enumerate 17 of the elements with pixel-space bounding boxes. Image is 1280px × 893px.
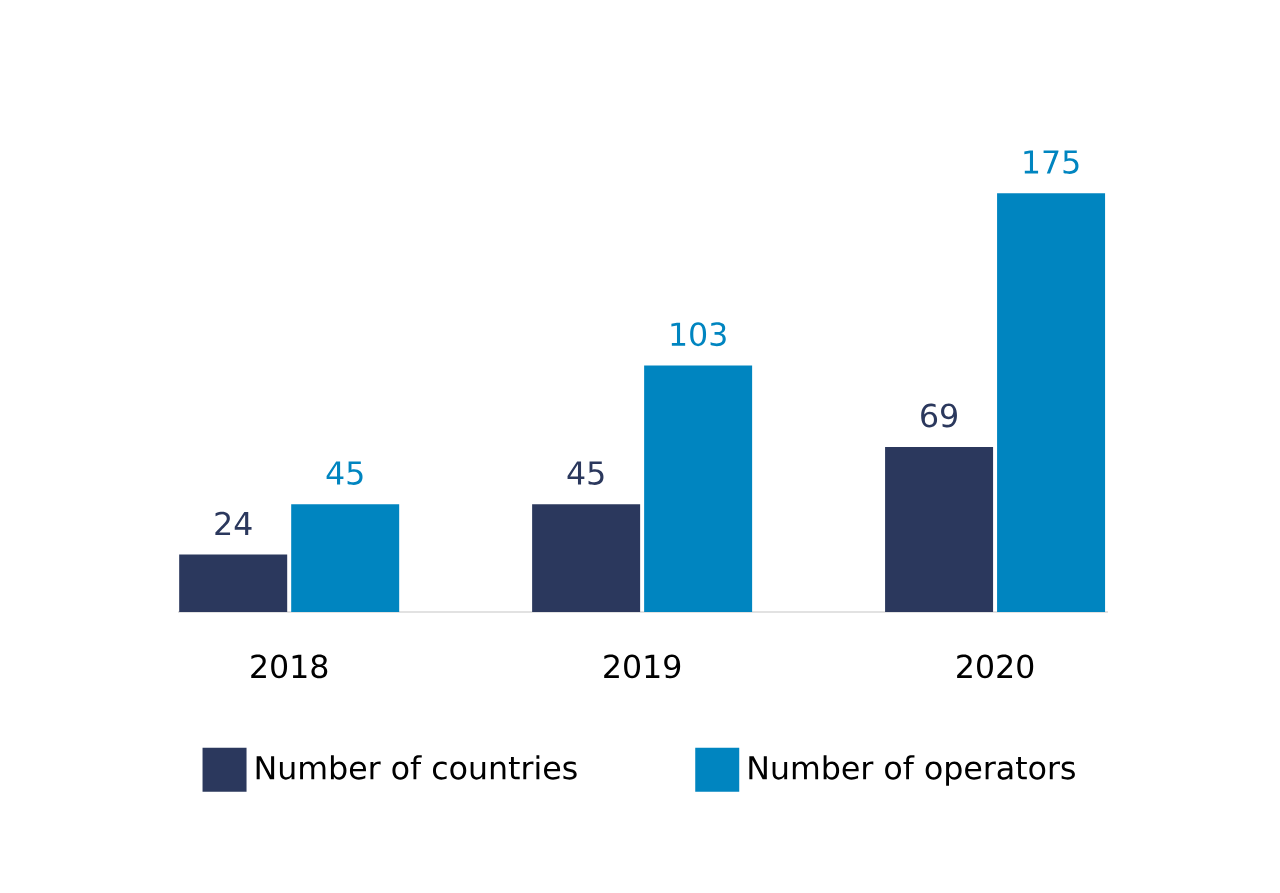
data-label: 103	[671, 322, 726, 347]
bar	[997, 193, 1106, 612]
legend-label: Number of countries	[256, 755, 577, 780]
bar	[885, 446, 994, 612]
data-label: 175	[1024, 150, 1079, 174]
x-tick-label: 2018	[251, 654, 328, 679]
data-label: 24	[215, 511, 252, 536]
data-label: 45	[567, 461, 604, 485]
x-tick-label: 2019	[604, 654, 681, 679]
data-label: 69	[921, 403, 957, 428]
bar	[644, 365, 753, 612]
legend-label: Number of operators	[749, 755, 1075, 786]
bar	[179, 554, 288, 612]
bar	[532, 504, 641, 612]
x-tick-label: 2020	[957, 654, 1034, 679]
bar	[291, 504, 400, 612]
data-label: 45	[326, 461, 363, 485]
